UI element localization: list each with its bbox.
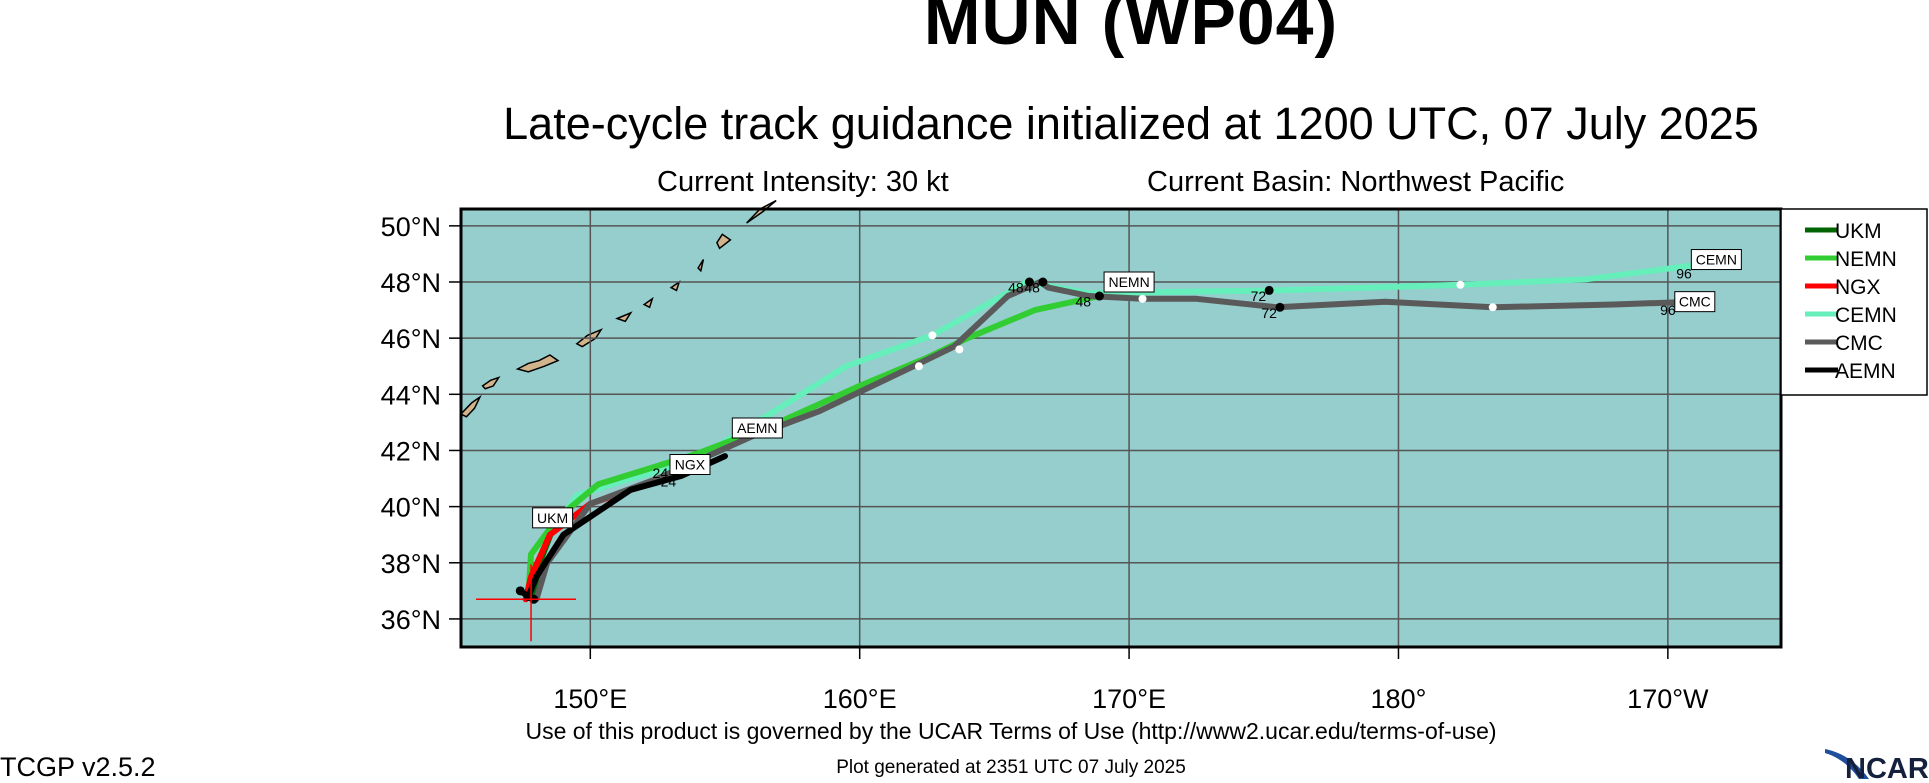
- track-day-marker: [1138, 294, 1147, 303]
- current-basin: Current Basin: Northwest Pacific: [1147, 166, 1565, 198]
- forecast-hour-label: 48: [1008, 280, 1024, 296]
- forecast-hour-label: 96: [1676, 266, 1692, 282]
- forecast-hour-label: 72: [1261, 305, 1277, 321]
- track-day-marker: [928, 331, 937, 340]
- lon-label: 170°W: [1627, 684, 1709, 714]
- track-label-box: [669, 454, 711, 475]
- track-label-ngx: NGX: [675, 457, 706, 473]
- land-island-5: [642, 296, 654, 309]
- legend-box: [1780, 208, 1928, 396]
- track-endpoint-dot: [1024, 277, 1034, 287]
- lon-label: 180°: [1371, 684, 1427, 714]
- ncar-logo: NCAR: [1825, 749, 1929, 780]
- forecast-hour-label: 96: [1660, 302, 1676, 318]
- track-endpoint-dot: [515, 586, 525, 596]
- lat-label: 44°N: [381, 380, 441, 410]
- plot-generated: Plot generated at 2351 UTC 07 July 2025: [836, 757, 1186, 778]
- track-endpoint-dot: [1094, 291, 1104, 301]
- track-day-marker: [1456, 280, 1465, 289]
- lat-label: 46°N: [381, 324, 441, 354]
- track-endpoint-dot: [1275, 302, 1285, 312]
- legend-label-ngx: NGX: [1835, 276, 1881, 299]
- map-frame: [459, 207, 1783, 649]
- track-label-box: [1103, 271, 1155, 293]
- lon-label: 170°E: [1092, 684, 1166, 714]
- lat-label: 42°N: [381, 436, 441, 466]
- lon-label: 150°E: [553, 684, 627, 714]
- forecast-hour-label: 72: [1251, 288, 1267, 304]
- track-label-box: [1690, 249, 1742, 271]
- track-day-marker: [1488, 303, 1497, 312]
- version-label: TCGP v2.5.2: [0, 752, 156, 782]
- track-label-box: [731, 417, 783, 439]
- forecast-hour-label: 48: [1024, 280, 1040, 296]
- track-label-aemn: AEMN: [737, 420, 777, 436]
- track-label-nemn: NEMN: [1108, 274, 1149, 290]
- land-island-4: [615, 311, 633, 323]
- terms-of-use[interactable]: Use of this product is governed by the U…: [525, 718, 1497, 744]
- land-island-8: [716, 233, 732, 250]
- legend-label-cmc: CMC: [1835, 332, 1883, 355]
- land-island-6: [669, 280, 681, 292]
- map-title: MUN (WP04): [923, 0, 1339, 59]
- track-endpoint-dot: [1038, 277, 1048, 287]
- forecast-hour-label: 24: [661, 473, 677, 489]
- map-subtitle: Late-cycle track guidance initialized at…: [503, 98, 1759, 149]
- land-island-1: [481, 376, 501, 390]
- track-endpoint-dot: [1264, 285, 1274, 295]
- axis-layer: 50°N 48°N 46°N 44°N 42°N 40°N 38°N 36°N 150°E 160…: [381, 212, 1709, 714]
- grid-layer: [461, 209, 1781, 647]
- track-day-marker: [914, 362, 923, 371]
- land-island-9: [746, 199, 777, 224]
- legend-label-nemn: NEMN: [1835, 248, 1897, 271]
- land-island-2: [515, 354, 560, 373]
- marker-layer: [476, 260, 1705, 642]
- lat-label: 50°N: [381, 212, 441, 242]
- ncar-logo-text: NCAR: [1845, 753, 1929, 780]
- current-intensity: Current Intensity: 30 kt: [657, 166, 949, 198]
- lat-label: 40°N: [381, 493, 441, 523]
- lat-label: 48°N: [381, 268, 441, 298]
- land-island-0: [459, 394, 482, 418]
- ncar-logo-swoosh: [1825, 749, 1869, 779]
- lat-label: 38°N: [381, 549, 441, 579]
- land-island-7: [697, 259, 705, 273]
- legend-label-cemn: CEMN: [1835, 304, 1897, 327]
- legend-label-ukm: UKM: [1835, 220, 1882, 243]
- legend-label-aemn: AEMN: [1835, 360, 1896, 383]
- track-label-box: [1674, 291, 1716, 313]
- legend: UKM NEMN NGX CEMN CMC AEMN: [1780, 208, 1928, 396]
- track-label-box: [532, 507, 574, 529]
- forecast-hour-label: 24: [653, 465, 669, 481]
- track-label-cemn: CEMN: [1696, 252, 1737, 268]
- track-day-marker: [955, 345, 964, 354]
- track-label-ukm: UKM: [537, 510, 568, 526]
- lat-label: 36°N: [381, 605, 441, 635]
- lon-label: 160°E: [823, 684, 897, 714]
- track-label-cmc: CMC: [1679, 294, 1711, 310]
- forecast-hour-label: 48: [1075, 294, 1091, 310]
